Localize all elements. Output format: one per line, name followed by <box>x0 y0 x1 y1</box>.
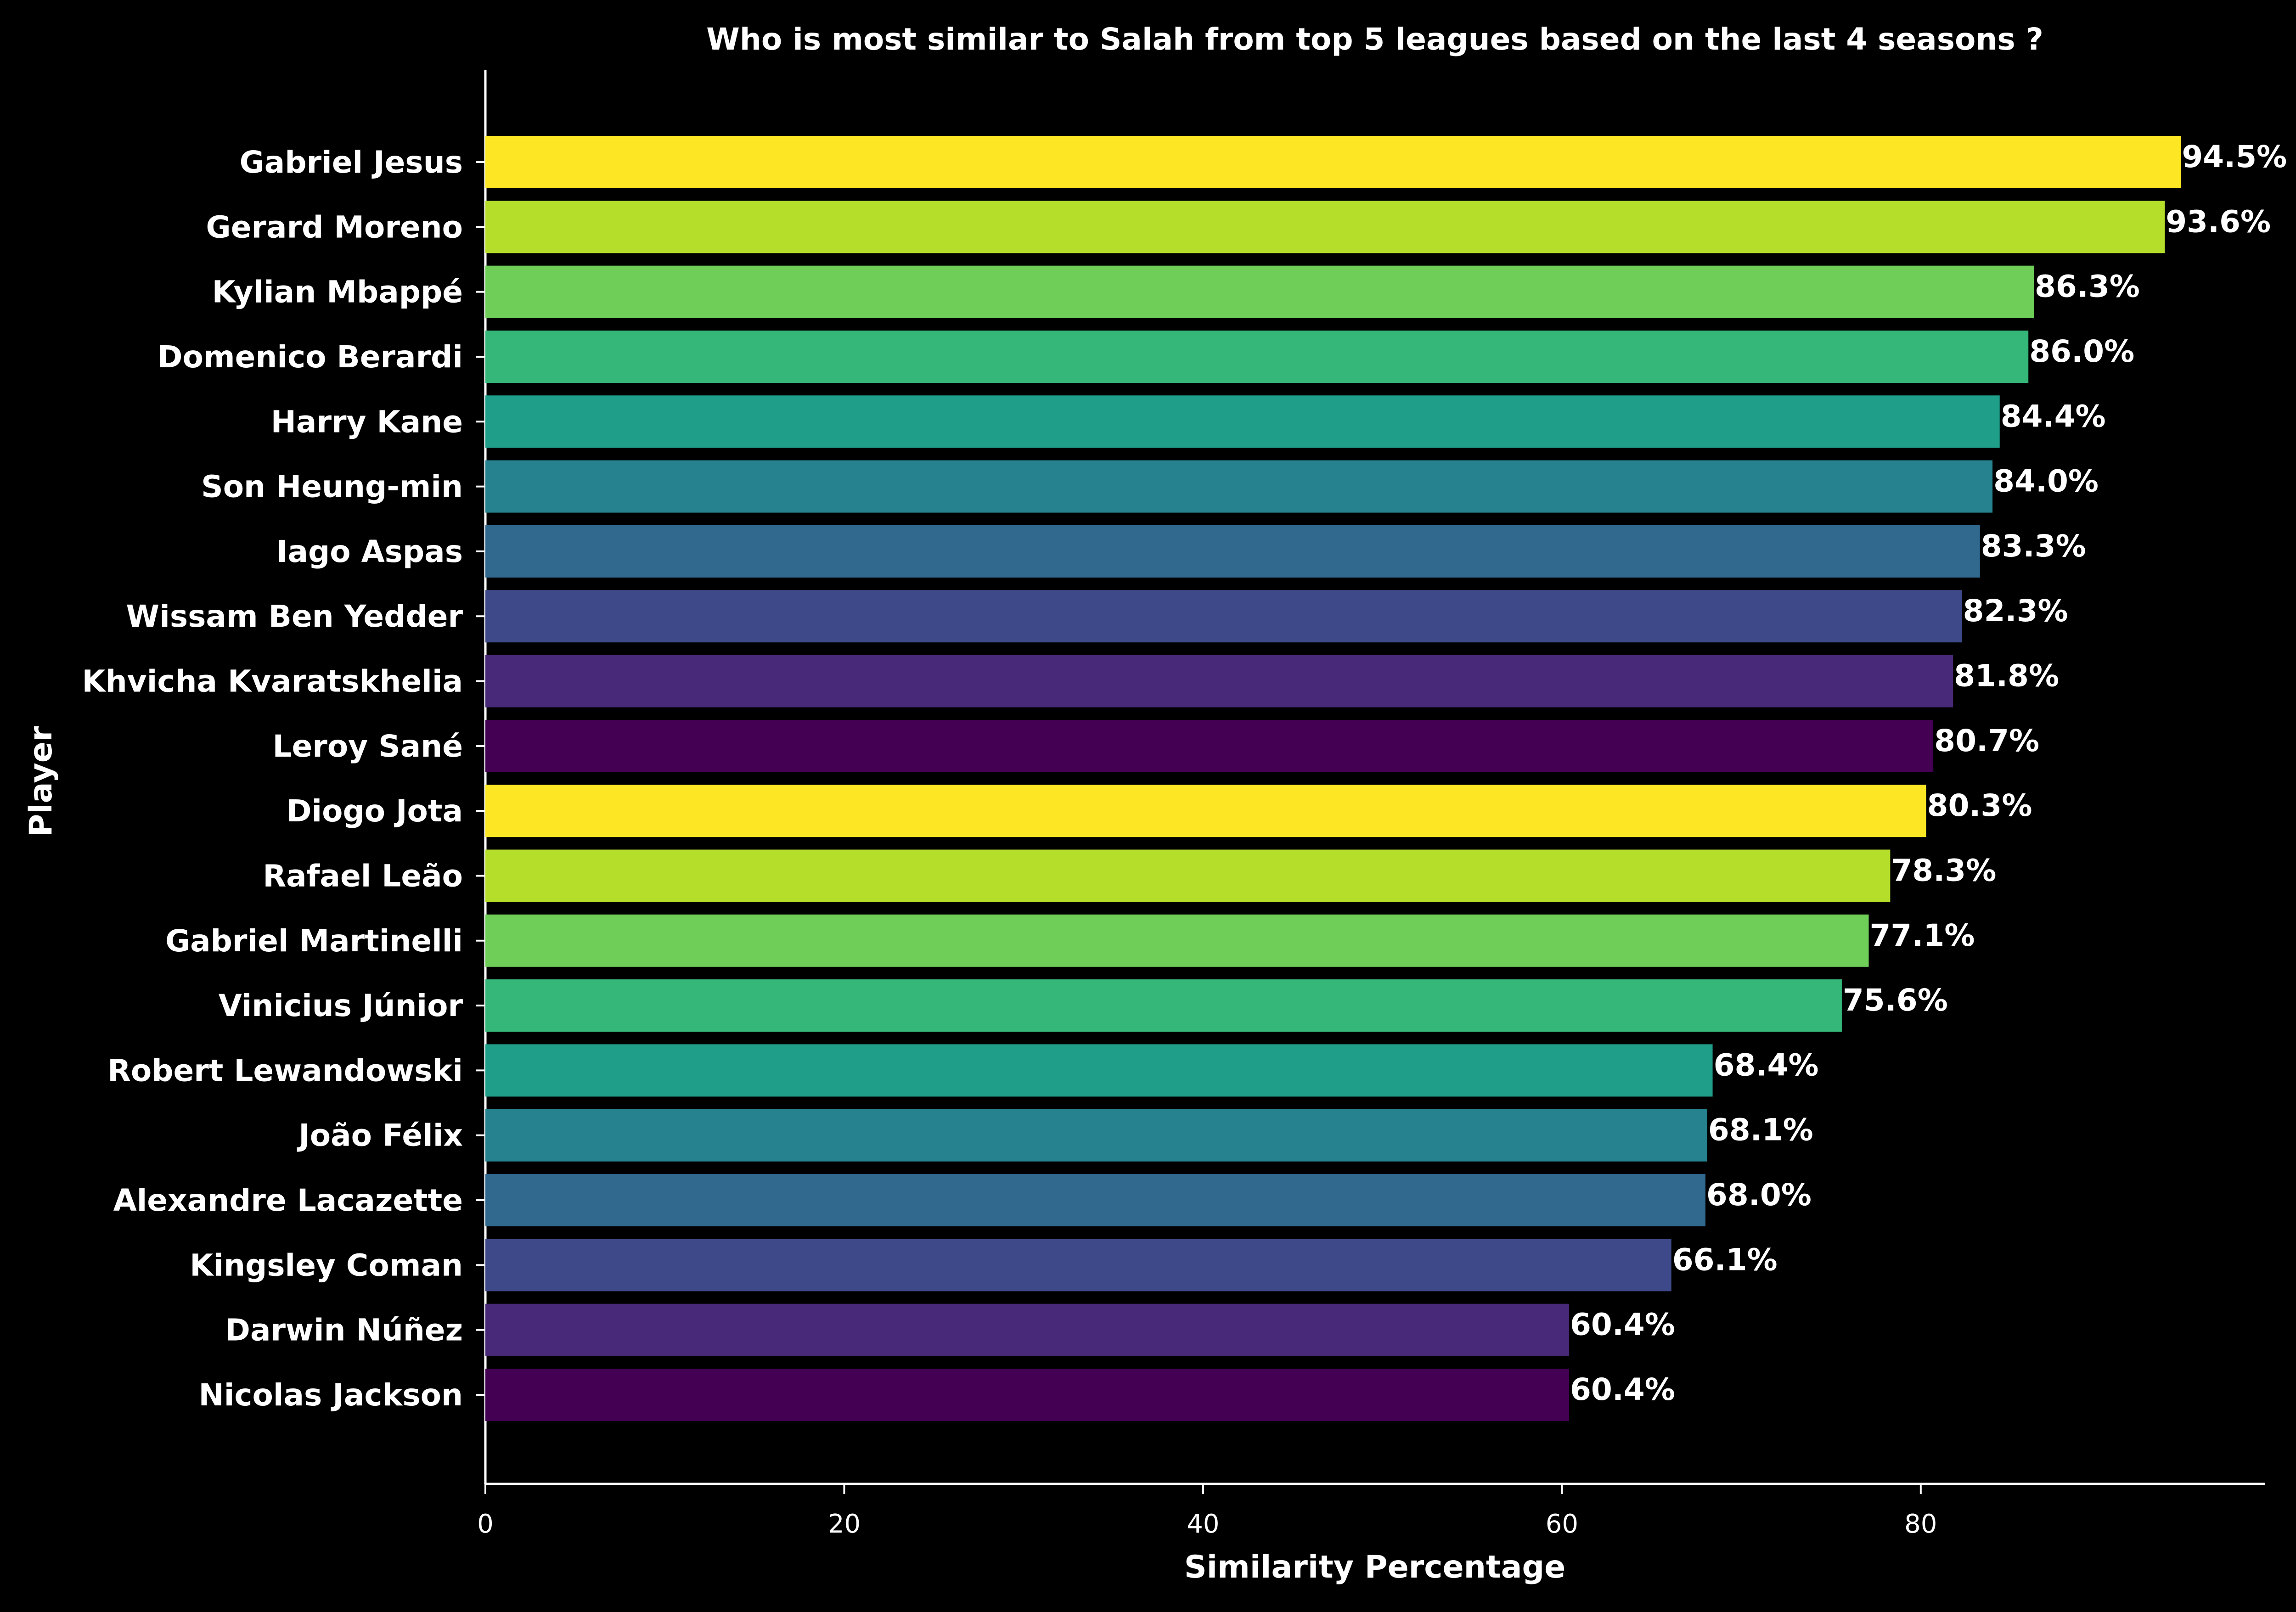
bar-8 <box>485 590 1962 643</box>
data-label-4: 86.0% <box>2029 334 2134 369</box>
bar-5 <box>485 395 2000 448</box>
bar-11 <box>485 785 1926 837</box>
category-label-10: Leroy Sané <box>272 729 463 764</box>
data-label-8: 82.3% <box>1963 593 2068 629</box>
bar-19 <box>485 1303 1569 1356</box>
category-label-7: Iago Aspas <box>276 534 463 569</box>
bar-2 <box>485 201 2165 253</box>
category-label-2: Gerard Moreno <box>206 209 463 245</box>
bar-14 <box>485 979 1842 1032</box>
x-tick-label: 20 <box>828 1509 861 1539</box>
x-ticks-group: 0 20 40 60 80 <box>477 1484 1937 1539</box>
bar-13 <box>485 914 1869 967</box>
category-label-15: Robert Lewandowski <box>107 1053 463 1088</box>
bar-7 <box>485 525 1980 578</box>
category-label-6: Son Heung-min <box>201 469 463 505</box>
data-label-5: 84.4% <box>2001 399 2106 434</box>
x-tick-label: 80 <box>1904 1509 1937 1539</box>
data-label-6: 84.0% <box>1993 464 2099 499</box>
bar-17 <box>485 1174 1705 1227</box>
category-label-9: Khvicha Kvaratskhelia <box>82 664 463 699</box>
category-label-11: Diogo Jota <box>287 793 463 829</box>
category-label-5: Harry Kane <box>271 404 463 439</box>
bar-1 <box>485 136 2181 188</box>
category-label-12: Rafael Leão <box>263 858 463 893</box>
y-axis-label: Player <box>23 726 59 837</box>
x-tick-label: 60 <box>1546 1509 1578 1539</box>
category-label-19: Darwin Núñez <box>225 1313 463 1348</box>
bar-20 <box>485 1369 1569 1421</box>
bar-3 <box>485 265 2034 318</box>
bar-6 <box>485 460 1993 513</box>
bar-9 <box>485 655 1953 708</box>
data-label-1: 94.5% <box>2182 139 2287 174</box>
data-label-17: 68.0% <box>1706 1177 1812 1213</box>
category-label-17: Alexandre Lacazette <box>113 1183 463 1218</box>
chart-title: Who is most similar to Salah from top 5 … <box>706 22 2043 57</box>
data-label-16: 68.1% <box>1708 1112 1813 1148</box>
x-tick-label: 0 <box>477 1509 494 1539</box>
data-label-7: 83.3% <box>1981 528 2086 564</box>
category-label-4: Domenico Berardi <box>158 339 463 375</box>
category-label-8: Wissam Ben Yedder <box>126 599 463 634</box>
bar-4 <box>485 330 2029 383</box>
category-label-18: Kingsley Coman <box>190 1247 463 1283</box>
data-label-13: 77.1% <box>1869 918 1975 953</box>
category-label-3: Kylian Mbappé <box>212 275 463 310</box>
data-label-20: 60.4% <box>1570 1372 1675 1407</box>
bar-12 <box>485 849 1891 902</box>
category-label-20: Nicolas Jackson <box>199 1377 463 1413</box>
x-tick-label: 40 <box>1187 1509 1219 1539</box>
bar-15 <box>485 1044 1713 1097</box>
data-label-14: 75.6% <box>1843 983 1948 1018</box>
data-label-15: 68.4% <box>1714 1047 1819 1083</box>
data-label-3: 86.3% <box>2035 269 2140 304</box>
bar-18 <box>485 1239 1671 1292</box>
category-label-16: João Félix <box>297 1118 463 1153</box>
category-label-14: Vinicius Júnior <box>219 988 463 1023</box>
bars-group: Gabriel Jesus 94.5% Gerard Moreno 93.6% Kyli… <box>82 136 2287 1421</box>
data-label-18: 66.1% <box>1672 1242 1778 1277</box>
data-label-2: 93.6% <box>2166 204 2271 239</box>
category-label-1: Gabriel Jesus <box>240 145 463 180</box>
data-label-9: 81.8% <box>1954 658 2059 694</box>
data-label-11: 80.3% <box>1927 788 2032 823</box>
category-label-13: Gabriel Martinelli <box>165 923 463 959</box>
data-label-12: 78.3% <box>1891 853 1996 888</box>
data-label-19: 60.4% <box>1570 1307 1675 1342</box>
bar-10 <box>485 719 1934 772</box>
bar-16 <box>485 1109 1707 1162</box>
x-axis-label: Similarity Percentage <box>1184 1549 1566 1585</box>
data-label-10: 80.7% <box>1934 723 2039 758</box>
